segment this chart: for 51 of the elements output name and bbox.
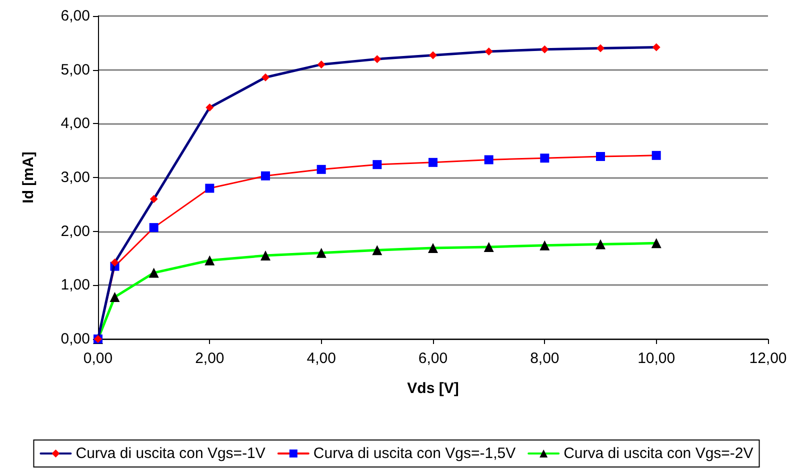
point [428, 158, 438, 167]
point [540, 154, 550, 163]
y-tick-label: 4,00 [60, 115, 90, 132]
point [428, 243, 438, 254]
point [317, 60, 326, 68]
point [429, 51, 437, 60]
point [652, 43, 660, 52]
x-axis-title: Vds [V] [407, 380, 459, 397]
point [206, 104, 214, 112]
point [373, 55, 382, 64]
point [316, 164, 326, 174]
x-tick-label: 10,00 [638, 350, 676, 367]
point [149, 223, 158, 232]
point [372, 245, 382, 256]
y-tick-label: 2,00 [60, 222, 90, 240]
point [148, 268, 159, 278]
point [484, 155, 494, 164]
point [262, 73, 270, 82]
point [540, 240, 550, 250]
point [596, 239, 606, 250]
point [110, 292, 120, 302]
point [484, 48, 493, 56]
point [596, 44, 604, 52]
point [260, 250, 270, 261]
point [596, 152, 605, 162]
point [372, 160, 382, 170]
point [652, 150, 661, 160]
y-tick-label: 3,00 [60, 169, 90, 186]
point [540, 45, 549, 54]
point [261, 171, 270, 180]
x-tick-label: 12,00 [749, 350, 787, 367]
legend-label: Curva di uscita con Vgs=-1,5V [313, 445, 516, 462]
point [316, 248, 326, 258]
y-axis-title: Id [mA] [20, 152, 37, 204]
y-tick-label: 5,00 [60, 61, 90, 78]
point [150, 195, 158, 204]
point [651, 238, 662, 248]
x-tick-label: 6,00 [418, 350, 448, 367]
legend-label: Curva di uscita con Vgs=-1V [76, 445, 266, 462]
x-tick-label: 8,00 [530, 350, 560, 367]
point [204, 255, 215, 266]
x-tick-label: 0,00 [83, 350, 113, 367]
point [205, 184, 214, 193]
x-tick-label: 2,00 [195, 350, 224, 367]
point [484, 242, 494, 252]
y-tick-label: 1,00 [60, 276, 90, 294]
y-tick-label: 0,00 [60, 330, 90, 348]
y-tick-label: 6,00 [60, 8, 90, 24]
legend-label: Curva di uscita con Vgs=-2V [564, 445, 754, 462]
x-tick-label: 4,00 [306, 350, 336, 367]
point [110, 258, 119, 267]
